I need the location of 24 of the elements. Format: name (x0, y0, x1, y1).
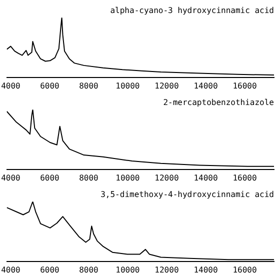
x-tick-label: 10000 (116, 173, 140, 182)
x-tick-label: 8000 (79, 173, 99, 182)
x-tick-label: 14000 (194, 173, 218, 182)
x-tick-label: 4000 (1, 173, 21, 182)
x-tick-label: 14000 (194, 81, 218, 90)
x-tick-label: 12000 (154, 265, 179, 274)
x-tick-label: 6000 (40, 81, 60, 90)
x-tick-label: 6000 (40, 173, 60, 182)
x-tick-label: 16000 (232, 265, 257, 274)
x-tick-label: 16000 (232, 81, 257, 90)
x-tick-label: 4000 (1, 81, 21, 90)
x-tick-label: 4000 (1, 265, 21, 274)
x-tick-label: 8000 (79, 81, 99, 90)
x-tick-label: 10000 (116, 265, 140, 274)
x-tick-label: 14000 (194, 265, 218, 274)
x-tick-label: 12000 (154, 81, 179, 90)
x-tick-label: 6000 (40, 265, 60, 274)
chart-title: 3,5-dimethoxy-4-hydroxycinnamic acid (100, 190, 274, 199)
x-tick-label: 10000 (116, 81, 140, 90)
chart-title: alpha-cyano-3 hydroxycinnamic acid (110, 6, 274, 15)
x-tick-label: 16000 (232, 173, 257, 182)
x-tick-label: 8000 (79, 265, 99, 274)
chart-title: 2-mercaptobenzothiazole (163, 98, 274, 107)
x-tick-label: 12000 (154, 173, 179, 182)
